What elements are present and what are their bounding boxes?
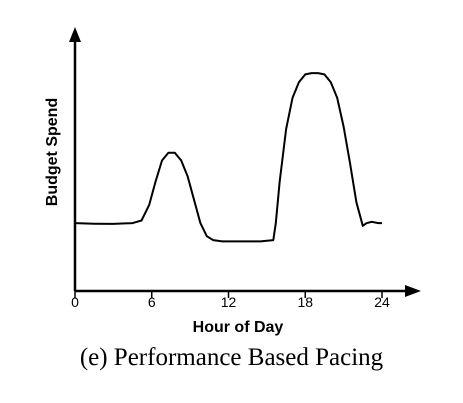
budget-spend-line xyxy=(74,72,382,243)
x-tick-label-0: 0 xyxy=(71,294,79,310)
y-axis-arrow xyxy=(69,27,81,42)
x-axis-arrow xyxy=(405,285,421,297)
x-axis-label: Hour of Day xyxy=(193,319,284,336)
figure-caption: (e) Performance Based Pacing xyxy=(79,344,384,371)
x-tick-label-6: 6 xyxy=(148,294,156,310)
x-tick-label-24: 24 xyxy=(374,294,390,310)
x-tick-label-18: 18 xyxy=(297,294,313,310)
x-tick-label-12: 12 xyxy=(221,294,237,310)
y-axis-label: Budget Spend xyxy=(44,98,61,206)
chart: 0 6 12 18 24 Hour of Day Budget Spend xyxy=(44,27,421,336)
